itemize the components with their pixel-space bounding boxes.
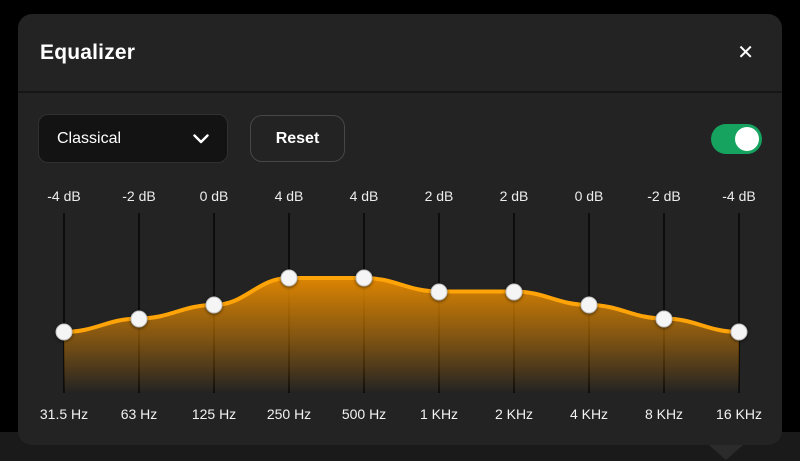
eq-curve-fill xyxy=(64,278,739,393)
band-slider-knob[interactable] xyxy=(130,310,148,327)
band-gain-label: -4 dB xyxy=(722,188,756,204)
band-slider-track[interactable] xyxy=(288,213,290,393)
band-slider-track[interactable] xyxy=(738,213,740,393)
close-icon: ✕ xyxy=(737,41,754,64)
band-frequency-label: 4 KHz xyxy=(569,406,609,422)
chevron-down-icon xyxy=(193,133,209,143)
band-slider-track[interactable] xyxy=(363,213,365,393)
band-slider-knob[interactable] xyxy=(430,283,448,300)
band-gain-label: -2 dB xyxy=(122,188,156,204)
band-slider-track[interactable] xyxy=(63,213,65,393)
band-gain-label: 2 dB xyxy=(424,188,454,204)
toggle-knob-icon xyxy=(735,126,759,151)
band-frequency-label: 63 Hz xyxy=(120,406,158,422)
band-slider-knob[interactable] xyxy=(205,296,223,314)
band-frequency-label: 1 KHz xyxy=(419,406,459,422)
eq-curve-line xyxy=(62,275,741,334)
band-gain-label: -4 dB xyxy=(47,188,81,204)
band-slider-track[interactable] xyxy=(663,213,665,393)
band-slider-knob[interactable] xyxy=(655,310,673,327)
band-frequency-label: 250 Hz xyxy=(266,406,312,422)
band-gain-label: -2 dB xyxy=(647,188,681,204)
band-slider-knob[interactable] xyxy=(505,283,523,300)
equalizer-enable-toggle[interactable] xyxy=(711,123,762,154)
band-gain-label: 4 dB xyxy=(349,188,379,204)
band-gain-label: 2 dB xyxy=(499,188,529,204)
band-frequency-label: 125 Hz xyxy=(191,406,237,422)
equalizer-panel: Equalizer ✕ Classical Reset -4 dB 31.5 Hz… xyxy=(18,14,782,460)
band-frequency-label: 500 Hz xyxy=(341,406,387,422)
band-gain-label: 4 dB xyxy=(274,188,304,204)
band-frequency-label: 31.5 Hz xyxy=(39,406,89,422)
band-gain-label: 0 dB xyxy=(574,188,604,204)
preset-dropdown-value: Classical xyxy=(57,129,122,147)
panel-header: Equalizer ✕ xyxy=(18,14,782,93)
popover-tail xyxy=(709,445,743,460)
band-frequency-label: 8 KHz xyxy=(644,406,684,422)
band-slider-knob[interactable] xyxy=(355,269,373,287)
page-title: Equalizer xyxy=(40,40,136,64)
band-slider-track[interactable] xyxy=(513,213,515,393)
band-slider-track[interactable] xyxy=(138,213,140,393)
band-slider-track[interactable] xyxy=(438,213,440,393)
band-frequency-label: 2 KHz xyxy=(494,406,534,422)
band-slider-knob[interactable] xyxy=(580,296,598,314)
band-gain-label: 0 dB xyxy=(199,188,229,204)
controls-row: Classical Reset xyxy=(38,114,762,163)
reset-button[interactable]: Reset xyxy=(250,115,345,162)
band-slider-knob[interactable] xyxy=(55,323,73,341)
band-slider-knob[interactable] xyxy=(280,269,298,287)
band-slider-knob[interactable] xyxy=(730,323,748,341)
close-button[interactable]: ✕ xyxy=(731,37,760,69)
preset-dropdown[interactable]: Classical xyxy=(38,114,228,163)
band-frequency-label: 16 KHz xyxy=(716,406,762,422)
